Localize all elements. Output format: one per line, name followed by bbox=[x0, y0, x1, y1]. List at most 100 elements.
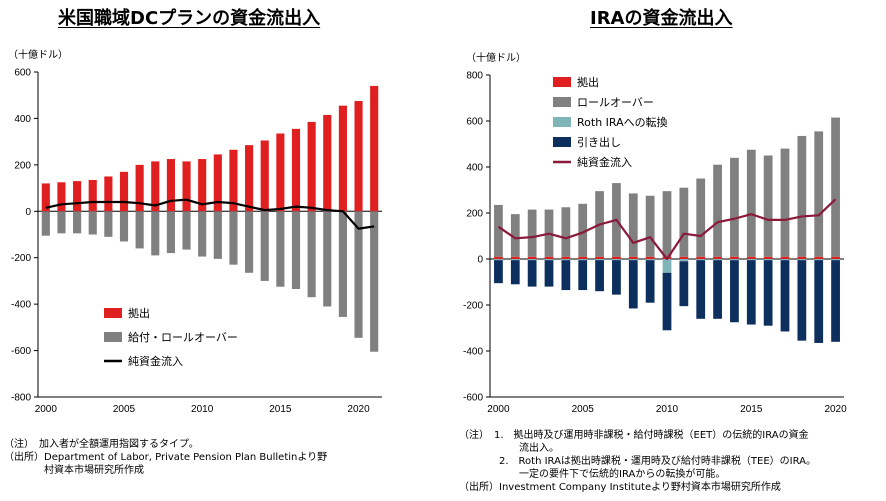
left-chart-y-tick-label: -800 bbox=[11, 393, 31, 404]
right-chart-bar bbox=[679, 259, 689, 262]
right-chart-y-tick-label: -400 bbox=[463, 347, 483, 358]
right-chart-bar bbox=[494, 256, 503, 259]
left-chart-bar bbox=[213, 211, 222, 259]
right-chart-bar bbox=[696, 259, 706, 261]
left-chart-bar bbox=[276, 133, 285, 212]
left-chart-bar bbox=[198, 159, 207, 212]
right-chart-bar bbox=[561, 256, 571, 259]
left-chart-bar bbox=[57, 182, 66, 212]
right-chart-bar bbox=[612, 259, 621, 261]
right-note-line: （注） 1. 拠出時及び運用時非課税・給付時課税（EET）の伝統的IRAの資金 bbox=[459, 430, 809, 441]
right-chart-bar bbox=[645, 195, 655, 257]
right-chart-bar bbox=[494, 260, 503, 284]
right-chart-bar bbox=[595, 259, 604, 261]
right-chart-bar bbox=[527, 260, 537, 287]
left-chart-unit: （十億ドル） bbox=[8, 50, 68, 61]
left-chart-bar bbox=[370, 85, 379, 212]
right-chart-legend-label: ロールオーバー bbox=[577, 96, 654, 109]
right-chart-plot: -600 -400 -200 0 200 400 600 800 2000 2005 2010 201… bbox=[463, 71, 847, 416]
left-chart-bar bbox=[41, 183, 50, 212]
left-chart-bar bbox=[166, 159, 175, 212]
right-chart-bar bbox=[494, 259, 503, 261]
right-chart-x-tick-label: 2020 bbox=[824, 404, 847, 415]
left-chart-legend-swatch bbox=[104, 332, 122, 342]
right-chart-bar bbox=[578, 203, 588, 257]
left-chart-bar bbox=[198, 211, 207, 257]
left-chart-x-tick-label: 2015 bbox=[269, 404, 292, 415]
right-chart-x-tick-label: 2010 bbox=[656, 404, 679, 415]
right-chart-net-flow-line bbox=[497, 198, 837, 261]
left-chart-bar bbox=[291, 211, 301, 290]
right-chart-bar bbox=[814, 256, 824, 259]
right-chart-legend-label: 純資金流入 bbox=[577, 155, 632, 169]
left-chart-x-tick-label: 2005 bbox=[113, 404, 136, 415]
right-chart-bar bbox=[662, 272, 672, 331]
left-chart-title: 米国職域DCプランの資金流出入 bbox=[58, 8, 321, 29]
right-chart-bar bbox=[510, 259, 520, 261]
right-chart-bar bbox=[561, 260, 571, 291]
right-chart-bar bbox=[814, 259, 824, 261]
left-chart-bar bbox=[323, 114, 332, 212]
right-chart-bar bbox=[578, 260, 588, 291]
left-chart-bar bbox=[73, 211, 82, 234]
left-chart-y-tick-label: 600 bbox=[14, 68, 31, 79]
left-chart-legend-label: 給付・ロールオーバー bbox=[128, 330, 238, 344]
left-chart-y-tick-label: -400 bbox=[11, 300, 31, 311]
right-chart-bar bbox=[730, 256, 739, 259]
right-chart-bar bbox=[679, 187, 689, 257]
left-chart-plot: -800 -600 -400 -200 0 200 400 600 2000 2005 2010 20… bbox=[11, 68, 382, 415]
left-chart-y-tick-label: 400 bbox=[14, 114, 31, 125]
right-note-line: 2. Roth IRAは拠出時課税・運用時及び給付時非課税（TEE）のIRA。 bbox=[459, 456, 817, 467]
left-chart-x-tick-label: 2010 bbox=[191, 404, 214, 415]
right-chart-bar bbox=[578, 259, 588, 261]
right-chart-bar bbox=[746, 260, 756, 325]
right-chart-legend-swatch bbox=[553, 137, 571, 147]
left-chart-y-tick-label: -200 bbox=[11, 253, 31, 264]
right-chart-bar bbox=[797, 256, 807, 259]
left-chart-bar bbox=[57, 211, 66, 234]
right-chart-bar bbox=[831, 259, 840, 261]
right-chart-legend-label: Roth IRAへの転換 bbox=[577, 116, 668, 129]
right-chart-bar bbox=[696, 256, 706, 259]
right-chart-bar bbox=[780, 256, 790, 259]
left-chart-y-tick-label: 0 bbox=[25, 207, 31, 218]
right-chart-bar bbox=[544, 260, 554, 287]
right-chart-legend-swatch bbox=[553, 77, 571, 87]
right-chart-bar bbox=[831, 260, 840, 342]
right-chart-bar bbox=[831, 117, 840, 257]
right-chart-x-tick-label: 2015 bbox=[740, 404, 763, 415]
right-chart-y-tick-label: 800 bbox=[466, 71, 483, 82]
right-chart-bar bbox=[730, 259, 739, 261]
left-chart-bar bbox=[260, 140, 269, 212]
left-chart-bar bbox=[229, 149, 238, 212]
left-chart-bar bbox=[323, 211, 332, 307]
right-chart-bar bbox=[578, 256, 588, 259]
right-chart-bar bbox=[797, 259, 807, 261]
right-chart-bar bbox=[746, 149, 756, 257]
right-chart-legend-label: 拠出 bbox=[577, 75, 599, 89]
left-chart-legend-label: 拠出 bbox=[128, 306, 150, 320]
right-chart-bar bbox=[713, 164, 722, 257]
left-note-line: （注） 加入者が全額運用指図するタイプ。 bbox=[4, 439, 199, 450]
left-chart-bar bbox=[307, 211, 316, 298]
right-chart-x-tick-label: 2000 bbox=[487, 404, 510, 415]
right-chart-bar bbox=[628, 260, 638, 309]
left-chart-bar bbox=[119, 171, 129, 212]
right-chart-bar bbox=[510, 260, 520, 285]
right-chart-bar bbox=[527, 259, 537, 261]
right-chart-title: IRAの資金流出入 bbox=[590, 8, 733, 29]
left-chart-y-tick-label: 200 bbox=[14, 160, 31, 171]
right-chart-bar bbox=[527, 209, 537, 257]
left-note-line: 村資本市場研究所作成 bbox=[4, 465, 144, 476]
right-chart-legend-swatch bbox=[553, 117, 571, 127]
right-chart-bar bbox=[713, 256, 722, 259]
right-chart-bar bbox=[628, 193, 638, 257]
left-chart-legend-swatch bbox=[104, 308, 122, 318]
left-chart-bar bbox=[245, 145, 254, 212]
right-chart-bar bbox=[679, 261, 689, 307]
right-chart-bar bbox=[831, 256, 840, 259]
right-chart-bar bbox=[746, 256, 756, 259]
right-chart-bar bbox=[780, 260, 790, 332]
right-chart-bar bbox=[730, 157, 739, 257]
right-chart-bar bbox=[561, 259, 571, 261]
